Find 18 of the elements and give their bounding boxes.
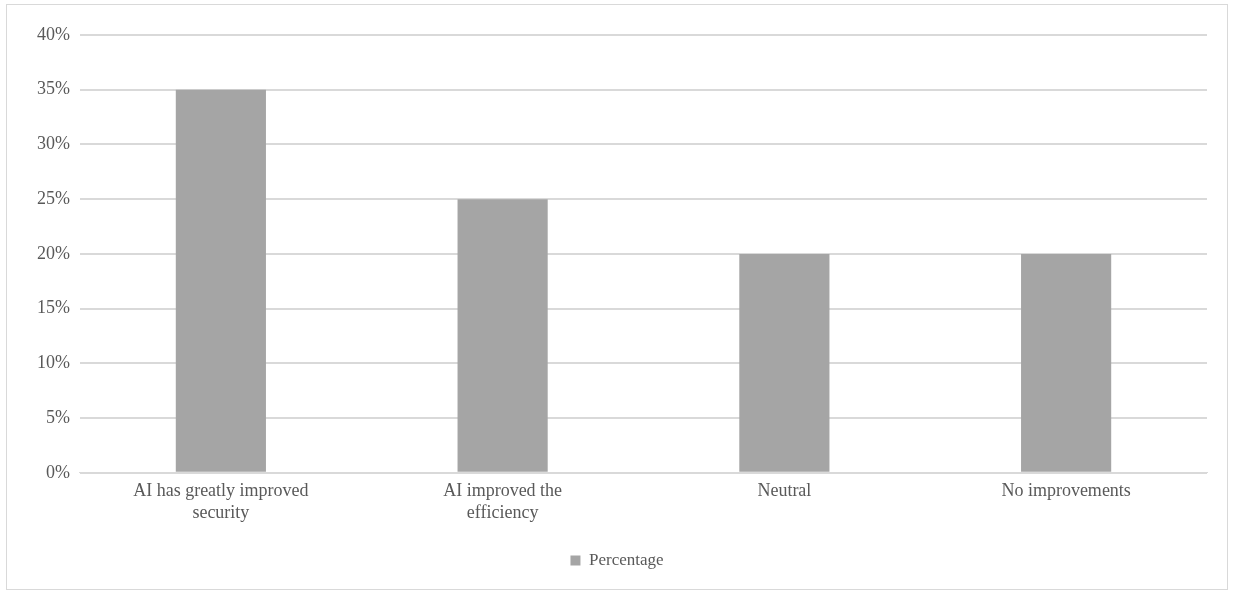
y-tick-label: 40% xyxy=(36,23,70,44)
y-tick-label: 25% xyxy=(36,187,70,208)
bar xyxy=(739,253,830,472)
x-tick-label: No improvements xyxy=(1001,480,1131,501)
y-tick-label: 20% xyxy=(36,242,70,263)
x-tick-label: Neutral xyxy=(757,480,812,501)
y-tick-label: 5% xyxy=(45,406,70,427)
y-tick-label: 30% xyxy=(36,133,70,154)
y-tick-label: 35% xyxy=(36,78,70,99)
bar xyxy=(457,199,548,472)
y-tick-label: 0% xyxy=(45,461,70,482)
x-tick-label: AI has greatly improved security xyxy=(133,480,309,522)
y-tick-label: 15% xyxy=(36,297,70,318)
legend-label: Percentage xyxy=(588,549,664,569)
x-tick-label: AI improved the efficiency xyxy=(443,480,563,522)
bar xyxy=(1021,253,1112,472)
bar xyxy=(175,89,266,472)
y-tick-label: 10% xyxy=(36,352,70,373)
